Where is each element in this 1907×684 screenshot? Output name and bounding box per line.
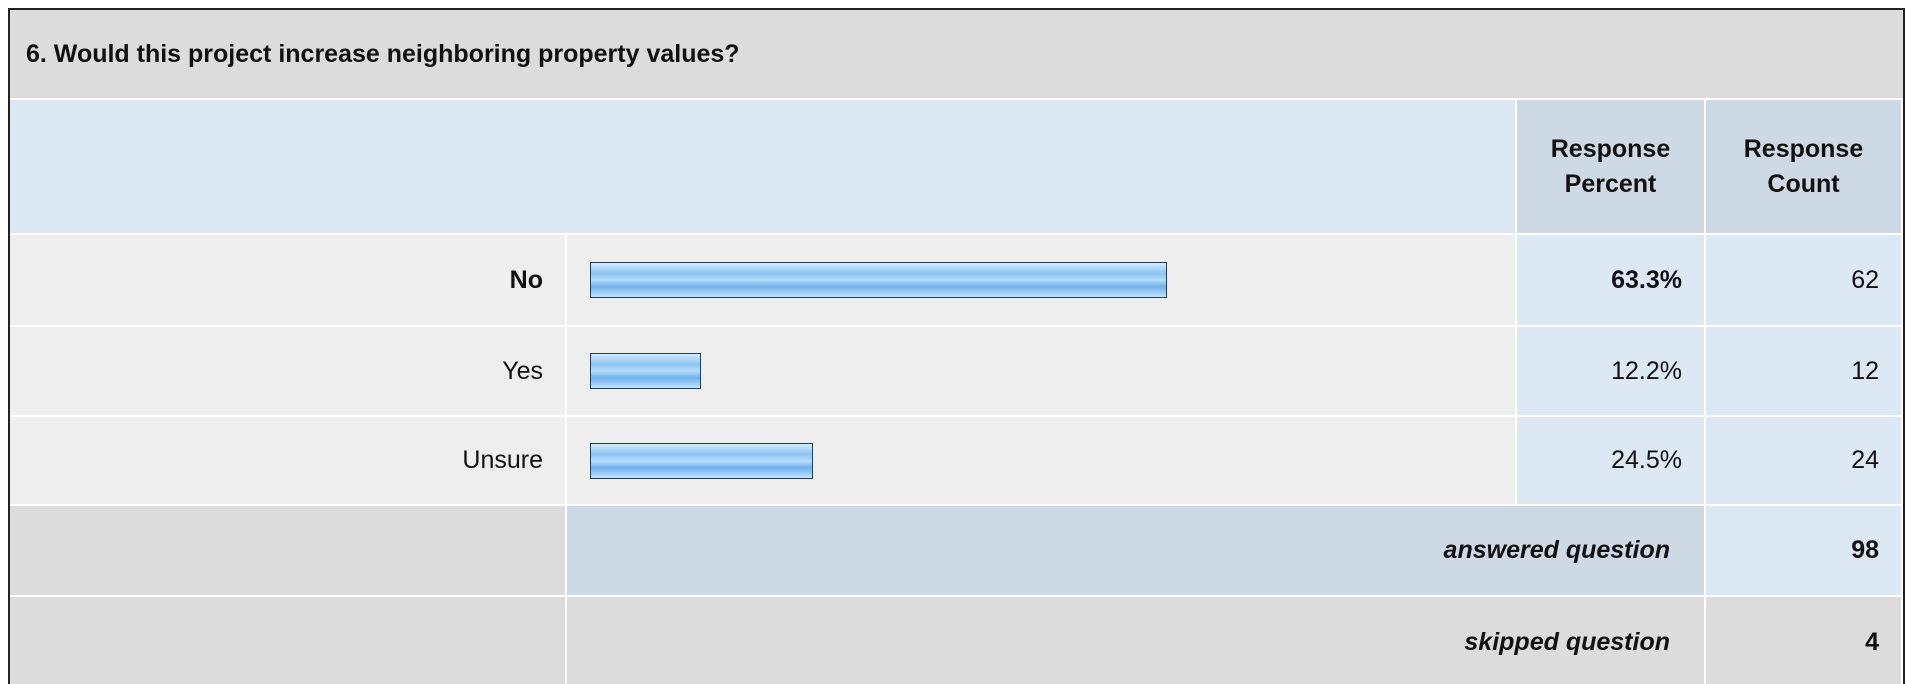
title: 6. Would this project increase neighbori… — [10, 10, 1903, 98]
bar-cell — [567, 327, 1515, 415]
summary-value: 98 — [1706, 506, 1901, 595]
bar — [590, 353, 702, 389]
response-percent: 24.5% — [1517, 417, 1704, 504]
response-percent: 63.3% — [1517, 235, 1704, 325]
bar — [590, 262, 1167, 298]
column-header: Response Percent — [1517, 100, 1704, 233]
summary-blank — [10, 506, 565, 595]
response-count: 24 — [1706, 417, 1901, 504]
response-count: 62 — [1706, 235, 1901, 325]
header-blank — [10, 100, 1515, 233]
summary-value: 4 — [1706, 597, 1901, 684]
summary-label: skipped question — [567, 597, 1704, 684]
answer-label: Unsure — [10, 417, 565, 504]
answer-label: Yes — [10, 327, 565, 415]
column-header: Response Count — [1706, 100, 1901, 233]
survey-table: 6. Would this project increase neighbori… — [8, 8, 1905, 684]
summary-label: answered question — [567, 506, 1704, 595]
response-percent: 12.2% — [1517, 327, 1704, 415]
response-count: 12 — [1706, 327, 1901, 415]
summary-blank — [10, 597, 565, 684]
answer-label: No — [10, 235, 565, 325]
bar — [590, 442, 814, 479]
